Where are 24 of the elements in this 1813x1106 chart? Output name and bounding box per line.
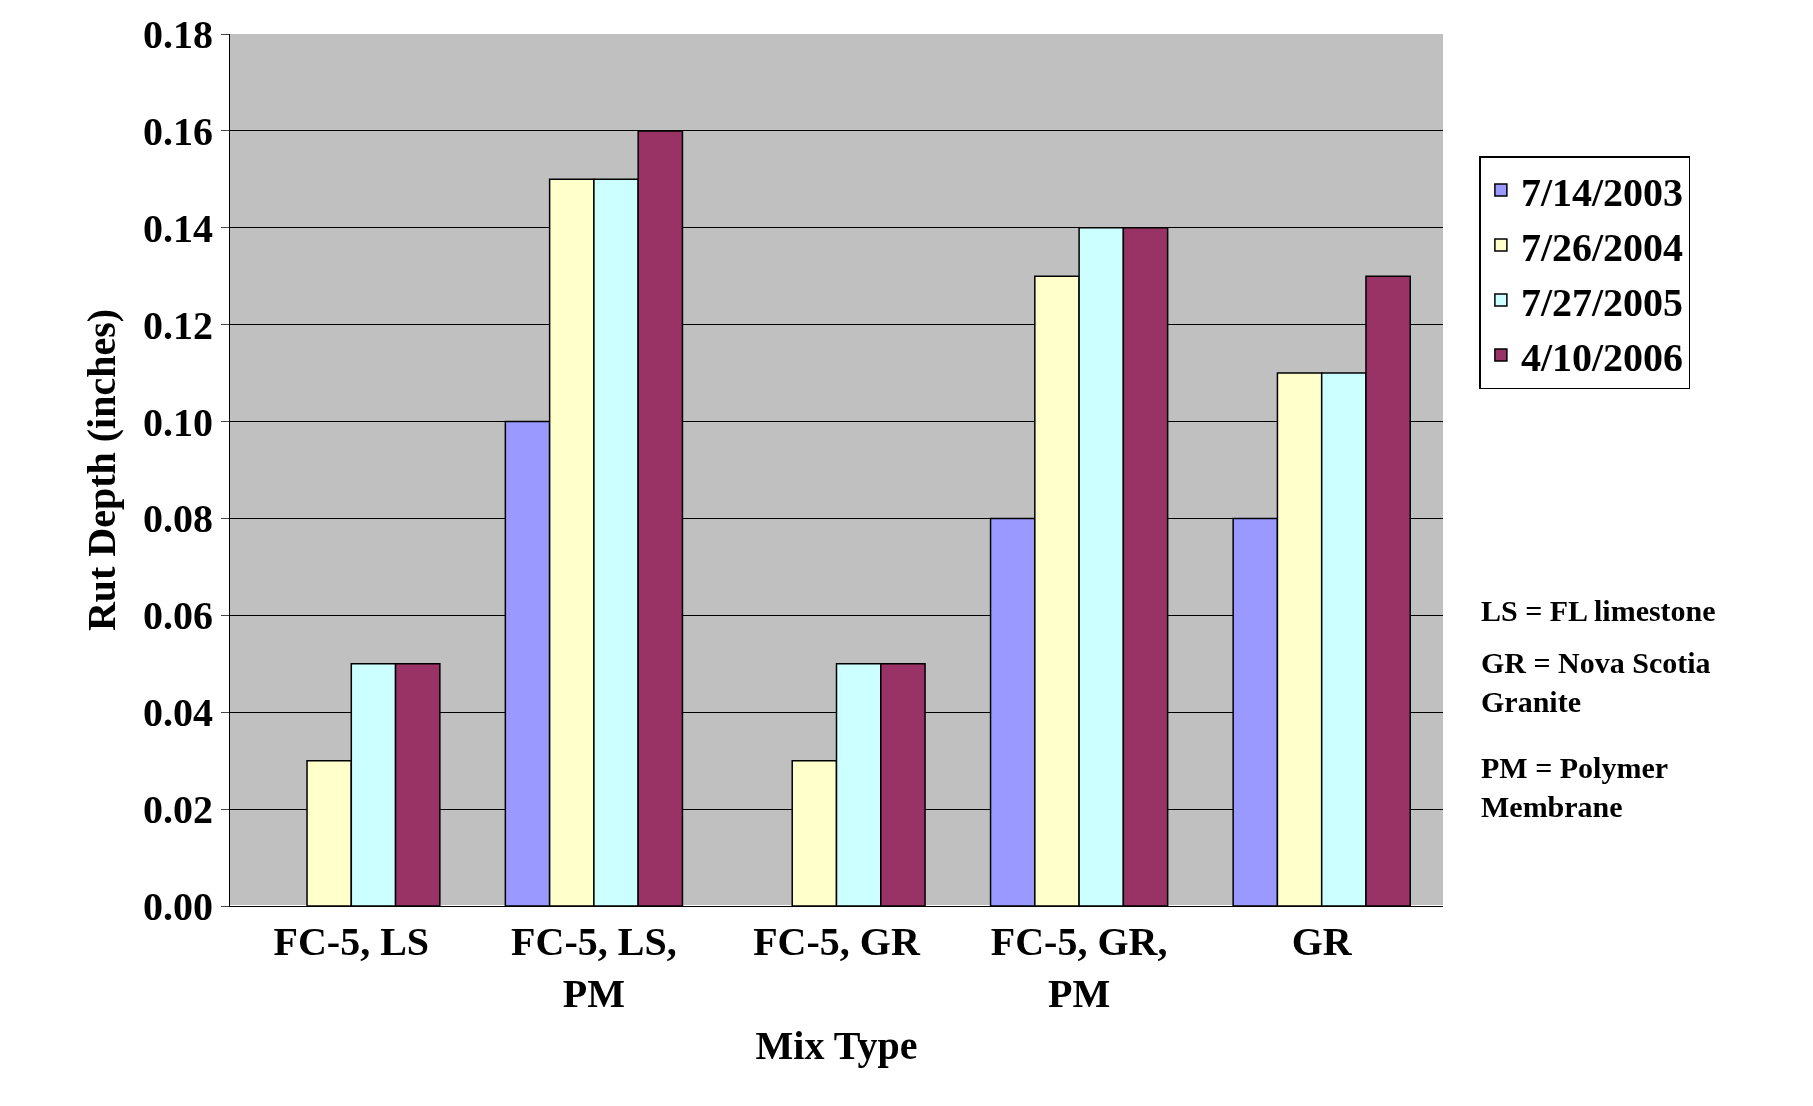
y-tick-label: 0.18 [143, 12, 213, 57]
text: PM = Polymer Membrane [1481, 751, 1669, 823]
y-tick-label: 0.04 [143, 690, 213, 736]
x-tick-label: FC-5, LS [273, 919, 430, 964]
y-tick-label: 0.10 [143, 399, 213, 445]
legend-label: 7/26/2004 [1520, 224, 1684, 270]
x-axis-title: Mix Type [755, 1022, 918, 1068]
y-tick-label: 0.14 [143, 205, 213, 251]
y-tick-label: 0.12 [143, 302, 213, 348]
x-tick-label: FC-5, GR [753, 919, 921, 964]
y-tick-label: 0.16 [143, 108, 213, 154]
x-tick-label: GR [1291, 919, 1353, 964]
y-tick-label: 0.02 [143, 787, 213, 833]
legend-label: 7/27/2005 [1520, 279, 1684, 325]
text: LS = FL limestone [1481, 594, 1716, 627]
y-tick-label: 0.00 [143, 884, 213, 929]
y-tick-label: 0.08 [143, 496, 213, 542]
legend-label: 7/14/2003 [1520, 169, 1684, 215]
y-tick-label: 0.06 [143, 593, 213, 639]
text: GR = Nova Scotia Granite [1481, 646, 1711, 718]
x-tick-label: FC-5, LS, PM [511, 919, 677, 1016]
y-axis-title: Rut Depth (inches) [78, 308, 124, 632]
legend-label: 4/10/2006 [1520, 334, 1684, 380]
x-tick-label: FC-5, GR, PM [990, 919, 1168, 1016]
